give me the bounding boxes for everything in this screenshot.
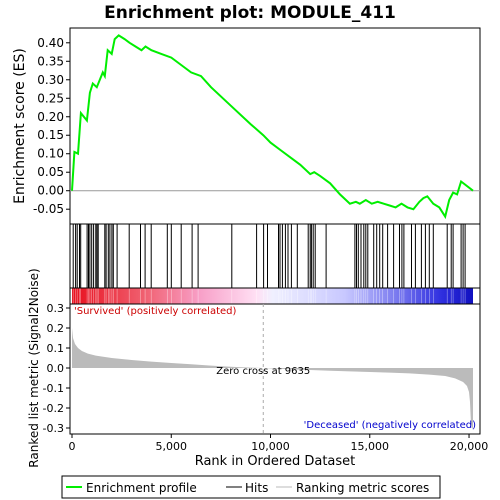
es-y-tick-label: 0.40 [37,36,64,50]
negative-class-label: 'Deceased' (negatively correlated) [304,420,476,431]
metric-y-tick-label: -0.2 [43,402,64,415]
hit-lines [72,224,466,288]
chart-title: Enrichment plot: MODULE_411 [104,3,396,23]
x-tick-label: 10,000 [251,440,290,453]
legend: Enrichment profile Hits Ranking metric s… [61,475,441,499]
es-panel-frame [69,27,481,225]
zero-cross-label: Zero cross at 9635 [216,366,310,377]
x-tick-label: 5,000 [156,440,188,453]
legend-frame [61,475,441,499]
x-axis-ticks: 0 5,000 10,000 15,000 20,000 [69,434,489,453]
es-y-tick-label: 0.25 [37,91,64,105]
x-tick-label: 15,000 [351,440,390,453]
metric-y-tick-label: 0.3 [47,302,65,315]
metric-y-axis-label: Ranked list metric (Signal2Noise) [27,268,41,467]
legend-hits-label: Hits [245,481,268,495]
enrichment-profile-line [71,34,474,220]
hits-panel-frame [69,223,481,289]
positive-class-label: 'Survived' (positively correlated) [74,306,237,317]
x-tick-label: 0 [69,440,76,453]
es-y-tick-label: 0.20 [37,110,64,124]
metric-y-ticks: -0.3 -0.2 -0.1 0.0 0.1 0.2 0.3 [43,302,70,435]
x-tick-label: 20,000 [450,440,489,453]
legend-metric-label: Ranking metric scores [296,481,429,495]
metric-y-tick-label: 0.0 [47,362,65,375]
es-panel: -0.05 0.00 0.05 0.10 0.15 0.20 0.25 0.30 0.35 0.4… [12,27,481,225]
colorbar-hit-marks [72,288,466,304]
es-y-tick-label: 0.05 [37,165,64,179]
legend-profile-label: Enrichment profile [86,481,197,495]
es-y-ticks: -0.05 0.00 0.05 0.10 0.15 0.20 0.25 0.30 0.35 0.4… [33,36,70,216]
hits-panel [69,223,481,289]
metric-panel: -0.3 -0.2 -0.1 0.0 0.1 0.2 0.3 Zero cross at 9… [27,268,481,468]
rank-color-bar [72,288,473,304]
metric-y-tick-label: 0.2 [47,322,65,335]
es-y-tick-label: 0.10 [37,147,64,161]
es-y-tick-label: -0.05 [33,202,64,216]
es-y-tick-label: 0.15 [37,128,64,142]
es-y-axis-label: Enrichment score (ES) [12,48,28,204]
es-y-tick-label: 0.00 [37,184,64,198]
metric-y-tick-label: 0.1 [47,342,65,355]
es-y-tick-label: 0.30 [37,73,64,87]
x-axis-label: Rank in Ordered Dataset [195,454,356,469]
es-y-tick-label: 0.35 [37,54,64,68]
metric-y-tick-label: -0.1 [43,382,64,395]
metric-y-tick-label: -0.3 [43,422,64,435]
